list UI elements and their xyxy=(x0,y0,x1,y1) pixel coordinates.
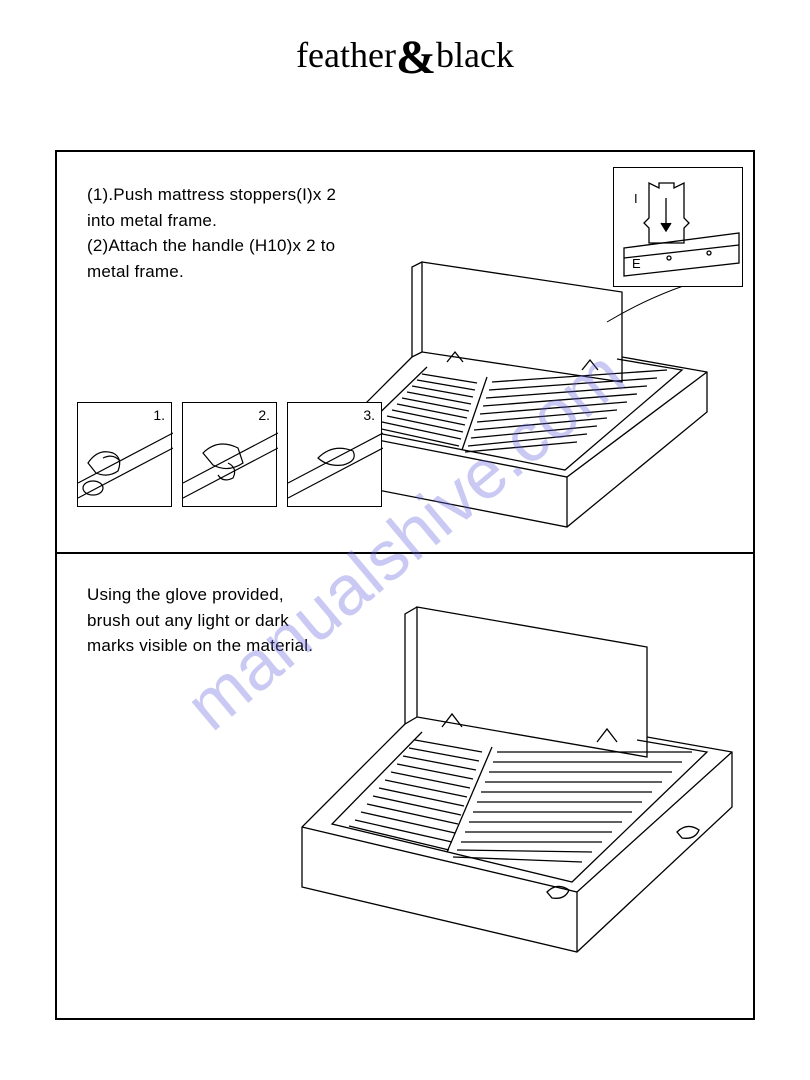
logo-left: feather xyxy=(296,35,396,75)
logo-ampersand: & xyxy=(396,31,436,84)
substep-2-icon xyxy=(183,403,278,508)
logo-right: black xyxy=(436,35,514,75)
inset-label-e: E xyxy=(632,256,641,271)
bed-diagram-1 xyxy=(327,252,747,532)
substep-1-icon xyxy=(78,403,173,508)
brand-logo: feather&black xyxy=(0,0,810,115)
panel-divider xyxy=(57,552,753,554)
substep-2: 2. xyxy=(182,402,277,507)
inset-detail: I E xyxy=(613,167,743,287)
inset-diagram: I E xyxy=(614,168,744,288)
instruction-frame: (1).Push mattress stoppers(I)x 2 into me… xyxy=(55,150,755,1020)
inset-label-i: I xyxy=(634,191,638,206)
substep-3-icon xyxy=(288,403,383,508)
substep-3: 3. xyxy=(287,402,382,507)
substep-1: 1. xyxy=(77,402,172,507)
bed-diagram-2 xyxy=(287,592,747,972)
